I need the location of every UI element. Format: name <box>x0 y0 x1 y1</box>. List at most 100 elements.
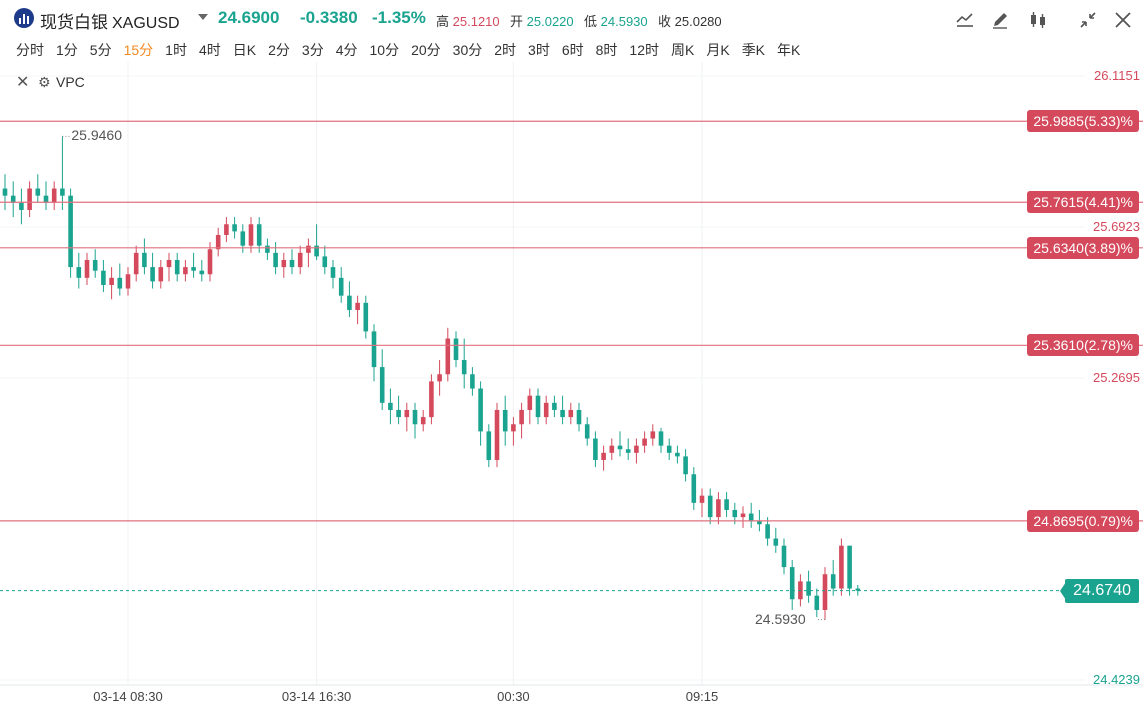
candle-body-68 <box>560 409 565 418</box>
candle-body-93 <box>765 524 770 539</box>
candle-body-33 <box>273 252 278 268</box>
remove-indicator-icon[interactable]: ✕ <box>16 74 30 91</box>
period-tab-14[interactable]: 3时 <box>528 42 550 58</box>
line-chart-icon[interactable] <box>952 7 978 33</box>
stat-open-value: 25.0220 <box>526 14 574 29</box>
candle-body-104 <box>855 588 861 591</box>
candle-body-11 <box>92 259 98 271</box>
period-tab-7[interactable]: 2分 <box>268 42 290 58</box>
period-tab-18[interactable]: 周K <box>671 42 695 58</box>
period-tab-17[interactable]: 12时 <box>629 42 659 58</box>
y-axis-label-3: 24.4239 <box>1093 672 1140 687</box>
candle-body-81 <box>666 445 672 453</box>
period-tab-5[interactable]: 4时 <box>198 42 221 58</box>
stat-close-label: 收 <box>658 14 672 29</box>
price-change-pct: -1.35% <box>372 8 426 27</box>
candle-body-101 <box>830 574 836 589</box>
period-tab-2[interactable]: 5分 <box>89 42 112 58</box>
candle-body-6 <box>51 188 57 203</box>
candle-body-24 <box>199 270 205 275</box>
stat-high-label: 高 <box>436 14 450 29</box>
period-tab-12[interactable]: 30分 <box>452 42 483 58</box>
period-tabs: 分时 1分 5分 15分 1时 4时 日K 2分 3分 4分 10分 20分 30分 2时 3时 6时 8时 12… <box>16 40 812 60</box>
candle-body-18 <box>150 267 155 282</box>
candles-icon[interactable] <box>1025 7 1051 33</box>
candle-body-15 <box>125 274 131 289</box>
candle-body-26 <box>215 234 221 250</box>
gear-icon[interactable]: ⚙ <box>38 74 51 90</box>
candle-body-30 <box>248 224 254 246</box>
candle-body-76 <box>625 449 631 453</box>
close-icon[interactable] <box>1110 7 1136 33</box>
period-tab-13[interactable]: 2时 <box>494 42 517 58</box>
symbol-selector[interactable]: 现货白银 XAGUSD <box>40 8 180 33</box>
candle-body-22 <box>183 267 188 275</box>
candle-body-8 <box>68 195 73 268</box>
candle-body-100 <box>822 574 828 610</box>
candle-body-34 <box>281 259 287 268</box>
candle-body-78 <box>642 438 647 446</box>
stat-open: 开 25.0220 <box>510 11 574 30</box>
period-tab-15[interactable]: 6时 <box>561 42 584 58</box>
collapse-icon[interactable] <box>1075 7 1101 33</box>
period-tab-9[interactable]: 4分 <box>335 42 358 58</box>
candle-body-50 <box>412 409 418 425</box>
period-tab-19[interactable]: 月K <box>706 42 730 58</box>
period-tab-10[interactable]: 10分 <box>369 42 400 58</box>
candle-body-61 <box>502 409 508 432</box>
y-axis-label-0: 26.1151 <box>1093 68 1140 83</box>
candle-body-86 <box>707 495 713 518</box>
stat-high-value: 25.1210 <box>452 14 500 29</box>
candle-body-55 <box>453 338 459 360</box>
candle-body-69 <box>568 409 574 418</box>
candle-body-64 <box>527 395 533 410</box>
period-tab-16[interactable]: 8时 <box>595 42 618 58</box>
candle-body-2 <box>19 202 24 210</box>
period-tab-21[interactable]: 年K <box>777 42 801 58</box>
candle-body-25 <box>207 249 213 275</box>
x-tick-label-3: 09:15 <box>685 689 719 704</box>
candle-body-1 <box>10 195 16 203</box>
period-tab-0[interactable]: 分时 <box>16 42 44 58</box>
pencil-icon[interactable] <box>987 7 1013 33</box>
stat-close: 收 25.0280 <box>658 11 722 30</box>
symbol-name: 现货白银 <box>40 13 108 32</box>
candle-body-42 <box>347 295 352 310</box>
candle-body-94 <box>773 538 779 546</box>
candle-body-52 <box>429 381 434 418</box>
candle-body-9 <box>76 267 82 278</box>
x-tick-label-2: 00:30 <box>497 689 530 704</box>
stat-close-value: 25.0280 <box>674 14 722 29</box>
candle-body-7 <box>60 188 65 196</box>
period-tab-11[interactable]: 20分 <box>411 42 441 58</box>
candle-body-62 <box>511 424 516 432</box>
level-badge-1: 25.7615(4.41)% <box>1027 191 1139 214</box>
candle-body-49 <box>404 409 410 418</box>
candle-body-36 <box>297 252 303 268</box>
candle-body-38 <box>314 245 319 257</box>
period-tab-20[interactable]: 季K <box>741 42 766 58</box>
candle-body-53 <box>437 374 442 382</box>
candle-body-82 <box>675 452 680 457</box>
period-tab-6[interactable]: 日K <box>232 42 257 58</box>
candle-body-87 <box>716 499 721 518</box>
candle-body-4 <box>35 188 41 196</box>
period-tab-4[interactable]: 1时 <box>165 42 187 58</box>
last-price: 24.6900 <box>218 8 280 27</box>
period-tab-8[interactable]: 3分 <box>301 42 324 58</box>
candle-body-58 <box>478 388 483 432</box>
extreme-label-0: 25.9460 <box>71 127 122 144</box>
y-axis-label-2: 25.2695 <box>1093 370 1140 385</box>
candle-body-59 <box>486 431 492 460</box>
quote-header: 现货白银 XAGUSD 24.6900 -0.3380 -1.35% 高 25.1… <box>0 0 1143 38</box>
candle-body-56 <box>461 359 467 375</box>
chevron-down-icon[interactable] <box>198 14 208 20</box>
candle-body-95 <box>781 545 787 568</box>
candle-body-103 <box>847 545 852 589</box>
period-tab-1[interactable]: 1分 <box>56 42 78 58</box>
candle-body-19 <box>158 267 164 282</box>
candle-body-90 <box>740 513 746 518</box>
candle-body-66 <box>543 402 549 418</box>
period-tab-3[interactable]: 15分 <box>123 42 154 58</box>
